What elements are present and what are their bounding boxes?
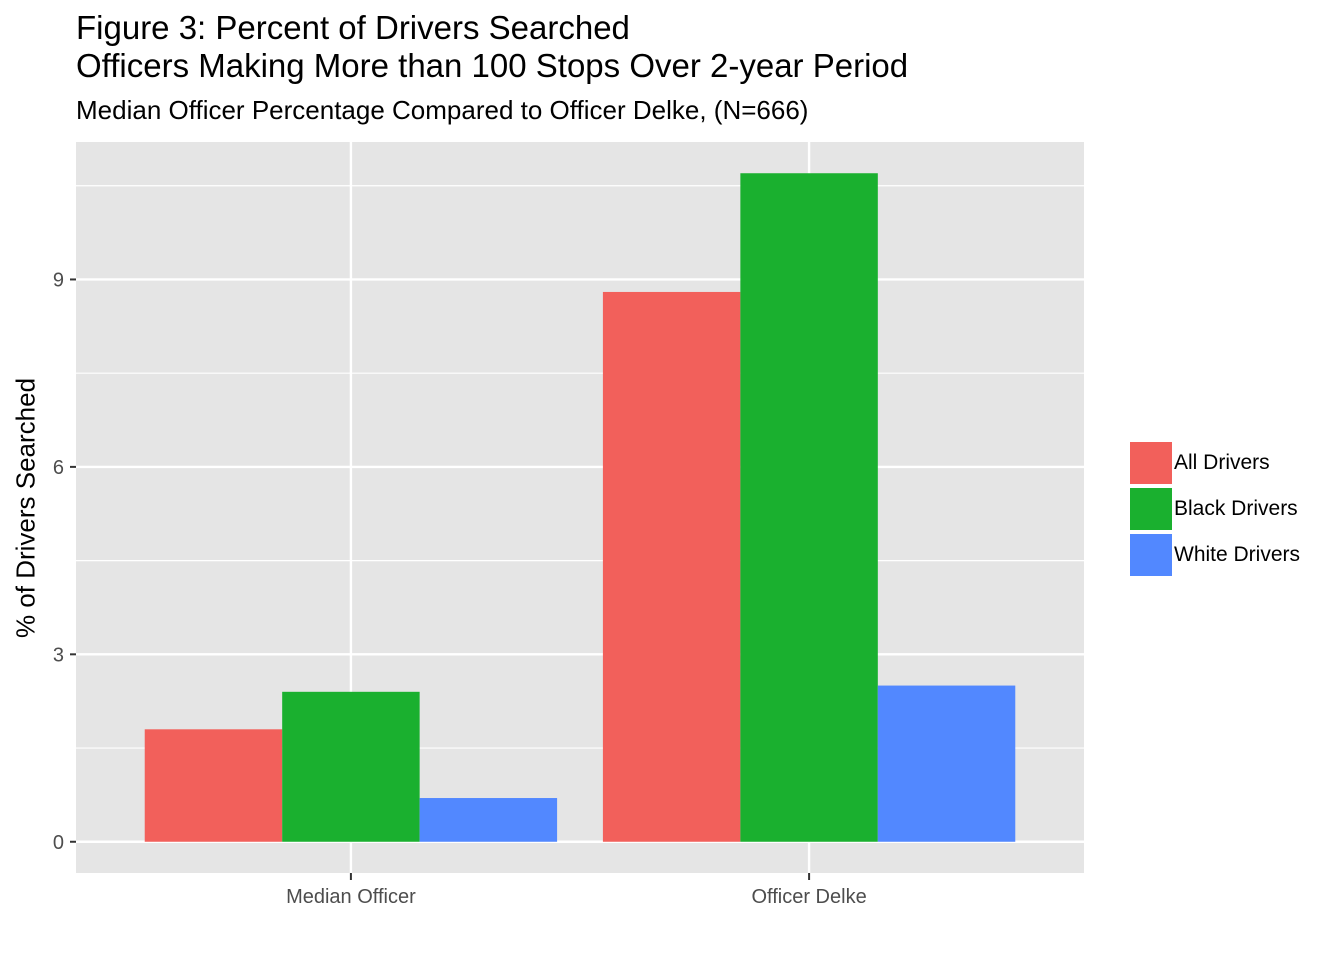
- y-tick-label: 9: [53, 269, 64, 291]
- legend-swatch: [1130, 488, 1172, 530]
- legend: All Drivers Black Drivers White Drivers: [1130, 440, 1300, 578]
- legend-label: White Drivers: [1174, 543, 1301, 566]
- legend-swatch: [1130, 534, 1172, 576]
- axes: 0 3 6 9 Median Officer Officer Delke: [53, 269, 867, 908]
- y-tick-label: 3: [53, 644, 64, 666]
- bar-all-drivers: [602, 291, 741, 842]
- legend-label: All Drivers: [1174, 451, 1270, 474]
- y-tick-label: 0: [53, 832, 64, 854]
- bar-black-drivers: [740, 173, 878, 842]
- chart-title-line-2: Officers Making More than 100 Stops Over…: [76, 47, 909, 84]
- legend-item: White Drivers: [1130, 532, 1300, 578]
- legend-item: All Drivers: [1130, 440, 1300, 486]
- bars: [144, 173, 1016, 842]
- bar-black-drivers: [282, 691, 420, 842]
- x-tick-label: Officer Delke: [751, 886, 866, 908]
- legend-item: Black Drivers: [1130, 486, 1300, 532]
- bar-white-drivers: [419, 798, 558, 842]
- chart-title-line-1: Figure 3: Percent of Drivers Searched: [76, 9, 630, 46]
- bar-all-drivers: [144, 729, 283, 842]
- bar-white-drivers: [877, 685, 1016, 842]
- legend-swatch: [1130, 442, 1172, 484]
- legend-label: Black Drivers: [1174, 497, 1298, 520]
- x-tick-label: Median Officer: [286, 886, 416, 908]
- chart-subtitle: Median Officer Percentage Compared to Of…: [76, 95, 809, 125]
- y-tick-label: 6: [53, 457, 64, 479]
